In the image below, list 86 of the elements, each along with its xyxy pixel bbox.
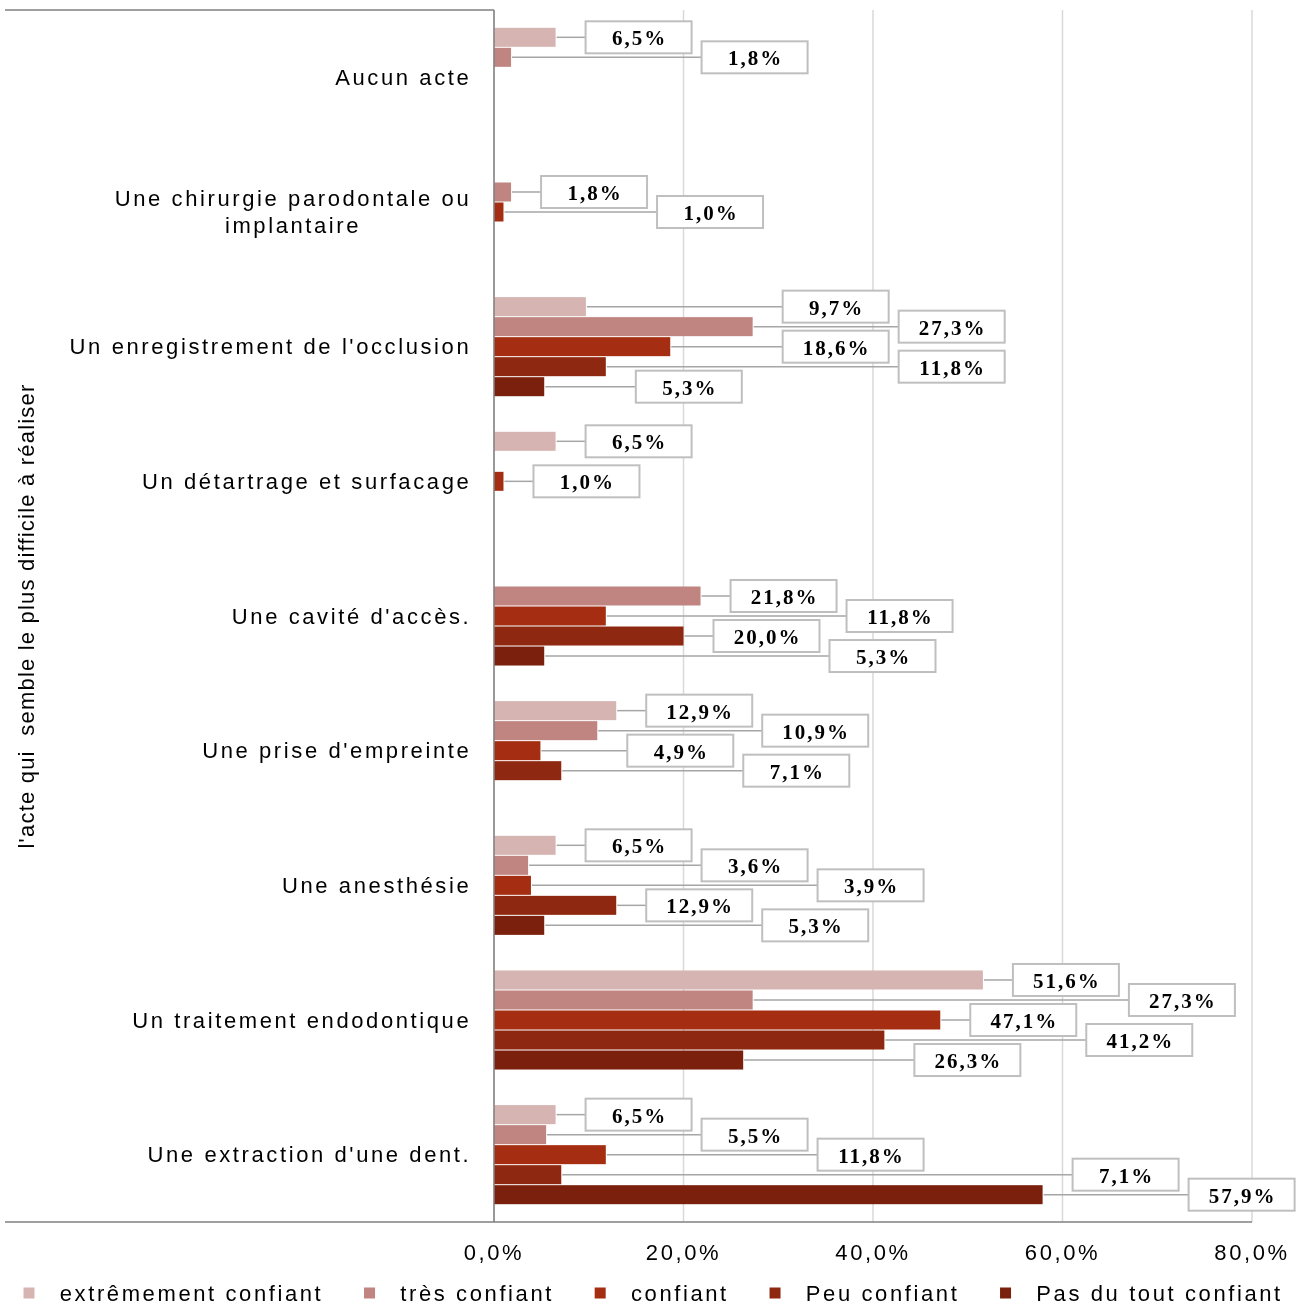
data-label: 6,5% — [611, 834, 668, 859]
y-tick-label: Un enregistrement de l'occlusion — [69, 334, 472, 360]
legend-label: Pas du tout confiant — [1036, 1280, 1283, 1306]
bar — [494, 721, 598, 741]
bar — [494, 1030, 885, 1050]
y-tick-label: Une chirurgie parodontale ou implantaire — [114, 186, 472, 238]
data-label: 41,2% — [1106, 1029, 1175, 1054]
data-label: 11,8% — [867, 605, 934, 629]
data-label: 11,8% — [919, 355, 986, 380]
legend-label: très confiant — [400, 1280, 554, 1306]
x-tick-label: 60,0% — [1024, 1239, 1101, 1265]
bar — [494, 182, 512, 202]
data-label: 3,9% — [843, 874, 900, 899]
data-label: 7,1% — [1098, 1163, 1155, 1188]
data-label: 5,3% — [855, 645, 912, 670]
data-label: 20,0% — [733, 625, 802, 650]
data-label: 4,9% — [653, 739, 709, 764]
data-label: 10,9% — [782, 719, 851, 744]
bar — [494, 1105, 556, 1125]
data-label: 51,6% — [1033, 968, 1101, 993]
bar — [494, 1125, 547, 1145]
data-label: 12,9% — [666, 894, 735, 919]
bar — [494, 646, 545, 666]
y-tick-label: Un traitement endodontique — [132, 1007, 472, 1033]
bar — [494, 761, 562, 781]
x-tick-label: 40,0% — [835, 1239, 911, 1265]
bar — [494, 875, 531, 895]
data-label: 5,3% — [788, 914, 844, 939]
data-label: 3,6% — [727, 854, 784, 879]
data-label: 7,1% — [769, 759, 825, 784]
bar — [494, 1010, 941, 1030]
bar — [494, 47, 512, 67]
y-tick-label: Une extraction d'une dent. — [147, 1142, 472, 1168]
bar — [494, 855, 529, 875]
y-tick-label: Aucun acte — [335, 64, 472, 90]
bar — [494, 895, 617, 915]
data-label: 21,8% — [750, 584, 819, 609]
x-tick-label: 20,0% — [645, 1239, 722, 1265]
data-label: 57,9% — [1208, 1183, 1277, 1208]
bar — [494, 915, 545, 935]
legend-label: Peu confiant — [805, 1280, 960, 1306]
bar — [494, 357, 606, 377]
bar — [494, 337, 671, 357]
data-label: 1,8% — [727, 46, 784, 71]
data-label: 9,7% — [809, 295, 865, 320]
data-label: 6,5% — [611, 1103, 668, 1128]
data-label: 26,3% — [934, 1049, 1003, 1074]
bar — [494, 1185, 1043, 1205]
y-tick-label: Un détartrage et surfacage — [141, 468, 472, 494]
y-tick-label: Une cavité d'accès. — [231, 603, 472, 629]
data-label: 27,3% — [1149, 988, 1217, 1013]
data-label: 6,5% — [611, 430, 668, 455]
y-tick-label: Une prise d'empreinte — [202, 738, 472, 764]
bar — [494, 606, 606, 626]
bar — [494, 701, 617, 721]
bar — [494, 1050, 744, 1070]
bar — [494, 990, 753, 1010]
data-label: 5,3% — [662, 375, 718, 400]
bar — [494, 1145, 606, 1165]
bar — [494, 377, 545, 397]
bar — [494, 741, 541, 761]
legend-label: confiant — [630, 1280, 729, 1306]
x-tick-label: 0,0% — [463, 1239, 525, 1265]
bar — [494, 431, 556, 451]
data-label: 1,0% — [683, 201, 739, 225]
bar — [494, 835, 556, 855]
bar — [494, 317, 753, 337]
legend-label: extrêmement confiant — [59, 1280, 324, 1306]
data-label: 18,6% — [802, 335, 871, 360]
y-tick-label: Une anesthésie — [282, 872, 472, 898]
y-axis-title: l'acte qui semble le plus difficile à réaliser — [13, 383, 39, 849]
bar — [494, 586, 701, 606]
data-label: 6,5% — [611, 26, 668, 51]
bar — [494, 297, 586, 317]
bar — [494, 970, 983, 990]
data-label: 11,8% — [838, 1143, 905, 1168]
x-tick-label: 80,0% — [1214, 1239, 1290, 1265]
data-label: 47,1% — [990, 1009, 1059, 1033]
data-label: 5,5% — [727, 1123, 784, 1148]
data-label: 1,0% — [559, 470, 616, 495]
data-label: 27,3% — [918, 315, 987, 340]
bar — [494, 626, 684, 646]
data-label: 12,9% — [666, 699, 735, 724]
data-label: 1,8% — [567, 180, 623, 205]
bar — [494, 27, 556, 47]
bar — [494, 1165, 562, 1185]
